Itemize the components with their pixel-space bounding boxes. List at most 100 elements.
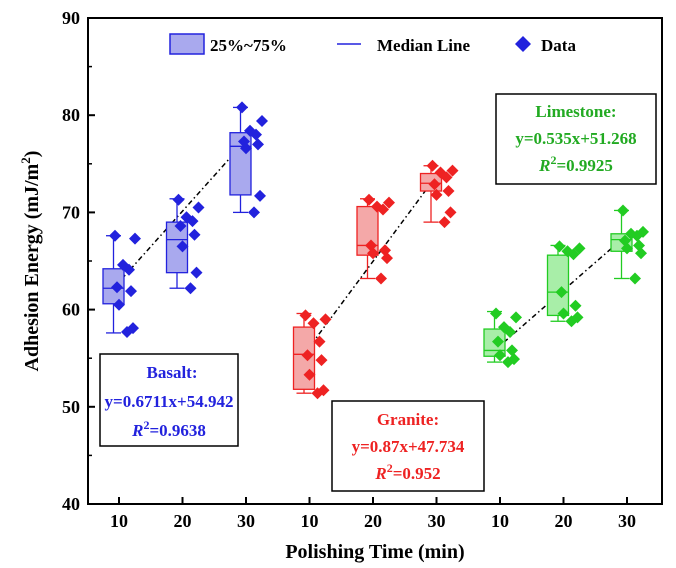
granite-data-point: [315, 354, 328, 367]
limestone-data-point: [637, 225, 649, 238]
basalt-data-point: [174, 220, 187, 233]
limestone-annotation-name: Limestone:: [535, 102, 616, 121]
x-tick-label: 10: [301, 511, 319, 531]
basalt-data-point: [113, 298, 125, 311]
basalt-data-point: [254, 189, 266, 202]
limestone-data-point: [573, 242, 586, 255]
basalt-data-point: [188, 228, 201, 241]
granite-annotation-equation: y=0.87x+47.734: [352, 437, 465, 456]
basalt-data-point: [172, 193, 185, 206]
legend-box-swatch: [169, 33, 205, 55]
granite-data-point: [438, 216, 451, 229]
basalt-data-point: [192, 201, 205, 214]
granite-data-point: [313, 335, 326, 348]
x-tick-label: 30: [428, 511, 446, 531]
granite-annotation: Granite: y=0.87x+47.734 R2=0.952: [331, 400, 485, 492]
basalt-data-point: [184, 282, 197, 295]
granite-annotation-name: Granite:: [377, 410, 439, 429]
limestone-data-point: [557, 307, 570, 320]
granite-data-point: [371, 200, 383, 213]
limestone-annotation: Limestone: y=0.535x+51.268 R2=0.9925: [495, 93, 657, 185]
limestone-data-point: [625, 227, 637, 240]
limestone-data-point: [561, 245, 574, 258]
basalt-data-point: [180, 211, 193, 224]
basalt-data-point: [129, 232, 141, 245]
basalt-data-point: [190, 266, 203, 279]
granite-data-point: [428, 178, 441, 191]
limestone-data-point: [617, 204, 629, 217]
granite-data-point: [379, 244, 391, 257]
basalt-annotation: Basalt: y=0.6711x+54.942 R2=0.9638: [99, 353, 239, 447]
basalt-data-point: [109, 229, 121, 242]
x-tick-label: 20: [174, 511, 192, 531]
basalt-data-point: [127, 322, 139, 335]
granite-box: [292, 326, 316, 390]
granite-data-point: [319, 313, 332, 326]
legend-box-label: 25%~75%: [210, 36, 287, 55]
x-tick-label: 30: [618, 511, 636, 531]
granite-annotation-frame: [331, 400, 485, 492]
x-tick-label: 20: [364, 511, 382, 531]
y-tick-label: 50: [62, 397, 80, 417]
granite-annotation-r2: R2=0.952: [374, 461, 440, 483]
limestone-data-point: [492, 335, 504, 348]
basalt-annotation-r2: R2=0.9638: [131, 418, 206, 440]
y-tick-label: 90: [62, 8, 80, 28]
basalt-data-point: [244, 124, 256, 137]
limestone-data-point: [498, 321, 510, 334]
data-points: [109, 101, 649, 400]
granite-data-point: [301, 349, 314, 362]
limestone-data-point: [506, 344, 518, 357]
granite-data-point: [381, 252, 393, 265]
x-axis-title: Polishing Time (min): [285, 541, 464, 563]
y-axis-title: Adhesion Energy (mJ/m2): [18, 151, 43, 372]
y-tick-label: 80: [62, 105, 80, 125]
limestone-data-point: [508, 353, 520, 366]
granite-data-point: [363, 193, 375, 206]
legend: 25%~75% Median Line Data: [169, 33, 576, 55]
granite-data-point: [442, 185, 455, 198]
granite-regression-line: [303, 182, 432, 355]
limestone-annotation-r2: R2=0.9925: [538, 153, 613, 175]
basalt-data-point: [111, 281, 123, 294]
granite-data-point: [444, 206, 457, 219]
granite-data-point: [375, 272, 387, 285]
basalt-data-point: [238, 135, 250, 148]
granite-data-point: [307, 317, 320, 330]
granite-data-point: [430, 188, 443, 201]
granite-data-point: [299, 309, 312, 322]
granite-data-point: [446, 164, 459, 177]
granite-data-point: [365, 239, 377, 252]
limestone-data-point: [569, 299, 582, 312]
limestone-box: [546, 254, 570, 317]
basalt-regression-line: [112, 145, 242, 289]
limestone-data-point: [629, 272, 641, 285]
limestone-annotation-equation: y=0.535x+51.268: [515, 129, 636, 148]
limestone-data-point: [490, 307, 502, 320]
basalt-data-point: [248, 206, 260, 219]
basalt-annotation-name: Basalt:: [147, 363, 198, 382]
limestone-data-point: [571, 311, 584, 324]
x-tick-label: 20: [555, 511, 573, 531]
y-tick-label: 60: [62, 300, 80, 320]
legend-data-label: Data: [541, 36, 576, 55]
x-tick-label: 10: [491, 511, 509, 531]
granite-data-point: [383, 196, 395, 209]
legend-data-marker: [515, 36, 531, 52]
limestone-data-point: [619, 234, 631, 247]
limestone-data-point: [633, 239, 645, 252]
granite-data-point: [434, 166, 447, 179]
basalt-data-point: [125, 285, 137, 298]
basalt-data-point: [117, 258, 129, 271]
axes: 40 50 60 70 80 90 10 20 30 10 20 30 10 20 30: [62, 8, 636, 531]
limestone-data-point: [494, 349, 506, 362]
granite-data-point: [317, 384, 330, 397]
basalt-data-point: [236, 101, 248, 114]
y-tick-label: 40: [62, 494, 80, 514]
basalt-data-point: [176, 240, 189, 253]
y-tick-label: 70: [62, 202, 80, 222]
limestone-data-point: [555, 286, 568, 299]
granite-data-point: [426, 159, 439, 172]
basalt-data-point: [256, 115, 268, 128]
